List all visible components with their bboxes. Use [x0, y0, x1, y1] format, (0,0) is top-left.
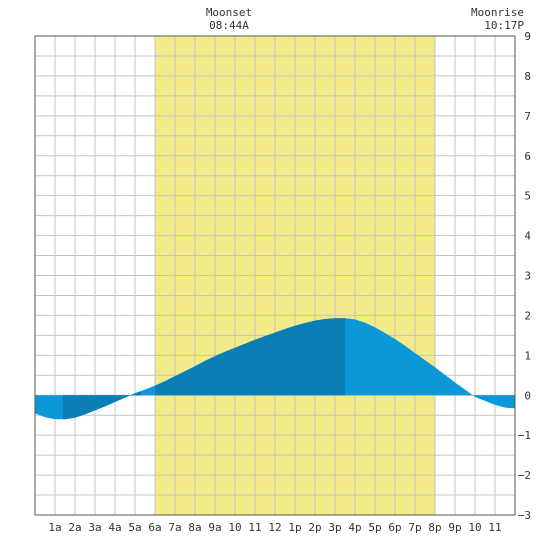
x-tick-label: 3a [88, 521, 101, 534]
x-tick-label: 5p [368, 521, 381, 534]
y-tick-label: −2 [518, 469, 531, 482]
x-tick-label: 8p [428, 521, 441, 534]
y-tick-label: 9 [524, 30, 531, 43]
y-tick-label: 2 [524, 309, 531, 322]
x-tick-label: 5a [128, 521, 141, 534]
x-tick-label: 3p [328, 521, 341, 534]
y-tick-label: 7 [524, 110, 531, 123]
x-tick-label: 4p [348, 521, 361, 534]
y-tick-label: 1 [524, 349, 531, 362]
x-tick-label: 1a [48, 521, 61, 534]
y-tick-label: 0 [524, 389, 531, 402]
tide-area-band [155, 318, 345, 396]
y-tick-label: 3 [524, 270, 531, 283]
x-tick-label: 8a [188, 521, 201, 534]
y-tick-label: 8 [524, 70, 531, 83]
y-tick-label: 5 [524, 190, 531, 203]
x-tick-label: 9a [208, 521, 221, 534]
x-tick-label: 9p [448, 521, 461, 534]
x-tick-label: 1p [288, 521, 301, 534]
x-tick-label: 2p [308, 521, 321, 534]
x-tick-label: 10 [468, 521, 481, 534]
plot-frame [34, 35, 516, 516]
x-tick-label: 2a [68, 521, 81, 534]
x-tick-label: 6a [148, 521, 161, 534]
y-tick-label: 6 [524, 150, 531, 163]
annotation-label: Moonset [206, 6, 252, 19]
x-tick-label: 4a [108, 521, 121, 534]
x-tick-label: 12 [268, 521, 281, 534]
x-tick-label: 11 [248, 521, 261, 534]
y-tick-label: −3 [518, 509, 531, 522]
x-tick-label: 6p [388, 521, 401, 534]
annotation-label: Moonrise [471, 6, 524, 19]
x-tick-label: 10 [228, 521, 241, 534]
tide-area-band [63, 391, 141, 420]
annotation-time: 10:17P [484, 19, 524, 32]
y-tick-label: −1 [518, 429, 531, 442]
annotation-time: 08:44A [209, 19, 249, 32]
x-tick-label: 11 [488, 521, 501, 534]
x-tick-label: 7p [408, 521, 421, 534]
x-tick-label: 7a [168, 521, 181, 534]
y-tick-label: 4 [524, 230, 531, 243]
